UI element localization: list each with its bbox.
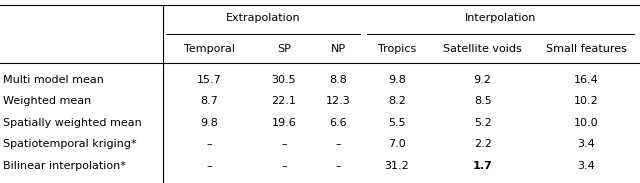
Text: 3.4: 3.4 <box>577 161 595 171</box>
Text: –: – <box>207 161 212 171</box>
Text: 1.7: 1.7 <box>473 161 493 171</box>
Text: –: – <box>281 161 287 171</box>
Text: 8.2: 8.2 <box>388 96 406 106</box>
Text: NP: NP <box>330 44 346 54</box>
Text: 8.5: 8.5 <box>474 96 492 106</box>
Text: –: – <box>335 161 341 171</box>
Text: 10.0: 10.0 <box>573 118 598 128</box>
Text: 8.8: 8.8 <box>329 75 347 85</box>
Text: 2.2: 2.2 <box>474 139 492 149</box>
Text: 9.8: 9.8 <box>200 118 218 128</box>
Text: Small features: Small features <box>545 44 627 54</box>
Text: 5.5: 5.5 <box>388 118 406 128</box>
Text: 15.7: 15.7 <box>197 75 221 85</box>
Text: 7.0: 7.0 <box>388 139 406 149</box>
Text: –: – <box>207 139 212 149</box>
Text: 5.2: 5.2 <box>474 118 492 128</box>
Text: Interpolation: Interpolation <box>465 13 536 23</box>
Text: Spatially weighted mean: Spatially weighted mean <box>3 118 142 128</box>
Text: 10.2: 10.2 <box>573 96 598 106</box>
Text: Extrapolation: Extrapolation <box>226 13 301 23</box>
Text: 9.8: 9.8 <box>388 75 406 85</box>
Text: 12.3: 12.3 <box>326 96 350 106</box>
Text: 31.2: 31.2 <box>385 161 409 171</box>
Text: 22.1: 22.1 <box>271 96 296 106</box>
Text: 30.5: 30.5 <box>271 75 296 85</box>
Text: 9.2: 9.2 <box>474 75 492 85</box>
Text: Satellite voids: Satellite voids <box>444 44 522 54</box>
Text: Weighted mean: Weighted mean <box>3 96 92 106</box>
Text: Tropics: Tropics <box>378 44 416 54</box>
Text: 3.4: 3.4 <box>577 139 595 149</box>
Text: SP: SP <box>277 44 291 54</box>
Text: Temporal: Temporal <box>184 44 235 54</box>
Text: 16.4: 16.4 <box>573 75 598 85</box>
Text: –: – <box>281 139 287 149</box>
Text: 6.6: 6.6 <box>329 118 347 128</box>
Text: 19.6: 19.6 <box>271 118 296 128</box>
Text: 8.7: 8.7 <box>200 96 218 106</box>
Text: Spatiotemporal kriging*: Spatiotemporal kriging* <box>3 139 137 149</box>
Text: Bilinear interpolation*: Bilinear interpolation* <box>3 161 126 171</box>
Text: Multi model mean: Multi model mean <box>3 75 104 85</box>
Text: –: – <box>335 139 341 149</box>
